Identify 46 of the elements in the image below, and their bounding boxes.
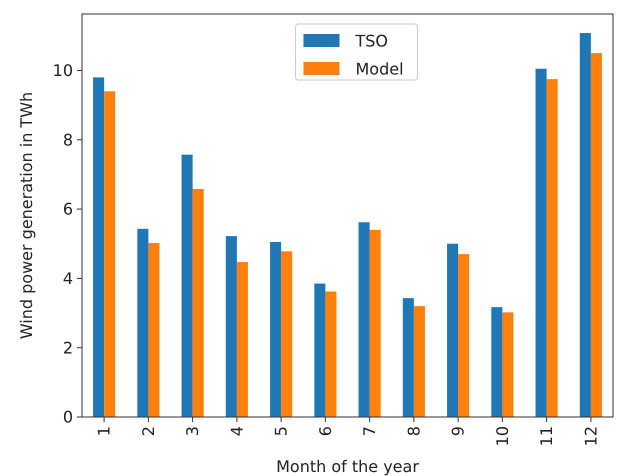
bar bbox=[402, 298, 414, 417]
x-tick-label: 8 bbox=[404, 426, 424, 436]
x-tick-label: 6 bbox=[316, 426, 335, 436]
x-tick-label: 10 bbox=[492, 426, 512, 446]
bar bbox=[502, 312, 514, 417]
x-tick-label: 9 bbox=[448, 426, 468, 436]
y-tick-label: 10 bbox=[52, 61, 73, 80]
bar bbox=[104, 91, 116, 417]
x-tick-label: 3 bbox=[183, 426, 202, 436]
bar bbox=[458, 254, 470, 417]
legend-label: Model bbox=[356, 60, 404, 79]
bar bbox=[536, 68, 547, 417]
x-tick-label: 7 bbox=[360, 426, 380, 436]
y-axis-title: Wind power generation in TWh bbox=[17, 92, 36, 340]
bar bbox=[236, 262, 248, 417]
x-tick-label: 4 bbox=[227, 426, 246, 436]
bar bbox=[358, 222, 370, 417]
y-tick-label: 4 bbox=[62, 268, 73, 288]
bar bbox=[314, 284, 326, 417]
bar bbox=[270, 242, 282, 417]
x-tick-label: 5 bbox=[272, 426, 291, 436]
bar bbox=[491, 307, 502, 417]
bar bbox=[93, 77, 104, 417]
bar bbox=[226, 236, 237, 417]
bar bbox=[281, 251, 292, 417]
legend-label: TSO bbox=[354, 32, 388, 51]
bar bbox=[590, 53, 602, 417]
bar bbox=[192, 188, 204, 417]
x-tick-label: 11 bbox=[537, 426, 556, 446]
bar bbox=[447, 244, 458, 417]
bar bbox=[182, 154, 193, 417]
x-tick-label: 1 bbox=[94, 426, 114, 436]
y-tick-label: 6 bbox=[62, 200, 73, 219]
y-tick-label: 2 bbox=[62, 338, 73, 358]
y-tick-label: 0 bbox=[62, 408, 73, 427]
bar bbox=[137, 228, 148, 417]
x-axis-title: Month of the year bbox=[276, 457, 420, 476]
bar bbox=[580, 33, 591, 417]
bar bbox=[148, 243, 160, 417]
x-tick-label: 2 bbox=[138, 426, 158, 436]
bar bbox=[546, 79, 558, 417]
bar bbox=[370, 230, 381, 417]
bar bbox=[414, 306, 425, 417]
y-tick-label: 8 bbox=[62, 130, 73, 150]
x-tick-label: 12 bbox=[581, 426, 600, 446]
bar bbox=[325, 292, 336, 417]
